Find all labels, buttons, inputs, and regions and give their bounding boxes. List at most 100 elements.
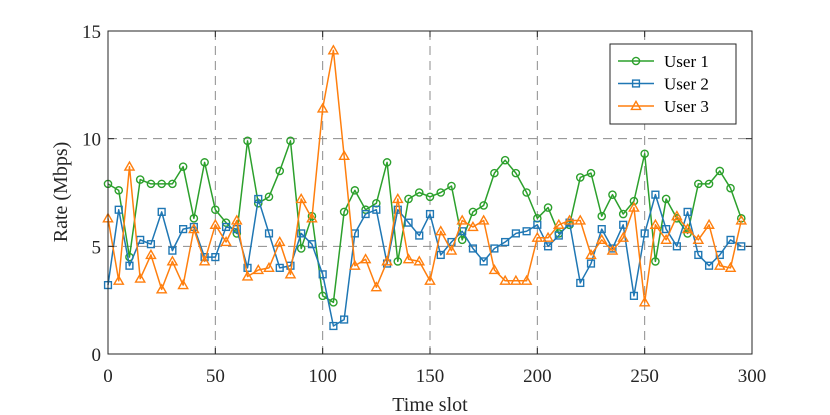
data-point-square [211, 252, 220, 262]
data-point-square [619, 220, 628, 229]
data-point-square [490, 244, 499, 253]
data-point-square [576, 278, 585, 288]
data-point-square [221, 222, 231, 232]
data-point-square [522, 227, 531, 236]
data-point-square [672, 242, 681, 251]
data-point-circle [414, 188, 424, 197]
data-point-square [597, 225, 606, 234]
data-point-triangle [552, 218, 565, 229]
data-point-triangle [671, 210, 683, 221]
x-tick-label: 150 [416, 366, 445, 387]
data-point-triangle [155, 283, 168, 294]
data-point-triangle [510, 274, 522, 285]
data-point-square [415, 231, 424, 240]
data-point-circle [640, 149, 649, 159]
data-point-circle [629, 196, 639, 206]
data-point-triangle [381, 255, 393, 266]
legend-label: User 1 [664, 52, 709, 71]
data-point-circle [146, 179, 156, 189]
data-point-circle [651, 257, 660, 266]
legend-item: User 1 [618, 52, 709, 71]
data-point-circle [608, 190, 617, 199]
data-point-square [425, 209, 435, 219]
data-point-triangle [434, 225, 447, 236]
data-point-square [307, 240, 317, 249]
data-point-circle [189, 214, 199, 223]
data-point-circle [200, 158, 209, 167]
data-point-square [586, 259, 596, 268]
y-tick-label: 5 [92, 237, 102, 258]
data-point-triangle [681, 223, 694, 234]
data-point-circle [726, 183, 735, 193]
data-point-circle [243, 136, 252, 146]
data-point-triangle [542, 231, 554, 242]
y-tick-label: 10 [82, 130, 101, 151]
data-point-triangle [649, 218, 662, 229]
data-point-square [232, 225, 241, 234]
data-point-circle [704, 179, 714, 189]
data-point-square [318, 270, 327, 279]
data-point-triangle [628, 201, 640, 212]
series-line [107, 193, 742, 327]
data-point-triangle [145, 248, 157, 260]
data-point-circle [318, 291, 327, 301]
data-point-circle [543, 203, 553, 212]
data-point-circle [586, 168, 596, 178]
legend-marker [630, 99, 642, 111]
data-point-circle [436, 188, 446, 197]
data-point-square [329, 321, 338, 331]
data-point-triangle [263, 261, 275, 273]
data-point-square [264, 229, 274, 238]
data-point-square [543, 242, 553, 251]
x-tick-label: 200 [523, 366, 552, 387]
data-point-triangle [724, 261, 737, 273]
x-tick-label: 250 [630, 366, 659, 387]
data-point-square [393, 205, 402, 214]
data-point-circle [661, 194, 671, 204]
y-axis-title: Rate (Mbps) [50, 142, 72, 243]
legend-marker [631, 79, 641, 88]
data-point-circle [468, 207, 478, 217]
data-point-circle [157, 179, 166, 189]
data-point-triangle [338, 149, 350, 161]
x-tick-label: 100 [308, 366, 337, 387]
data-point-triangle [638, 296, 651, 307]
data-point-square [640, 229, 649, 238]
x-tick-label: 300 [738, 366, 767, 387]
data-point-triangle [230, 214, 243, 225]
data-point-square [436, 250, 445, 260]
legend-label: User 3 [664, 97, 709, 116]
data-point-triangle [188, 223, 200, 234]
data-point-triangle [424, 274, 436, 285]
data-point-triangle [520, 274, 533, 285]
data-point-triangle [252, 264, 265, 275]
data-point-triangle [660, 233, 672, 245]
data-point-triangle [220, 236, 232, 247]
data-point-square [683, 207, 692, 216]
data-point-triangle [488, 264, 501, 275]
data-point-triangle [563, 214, 576, 225]
data-point-circle [382, 158, 392, 167]
data-point-square [651, 190, 660, 199]
data-point-circle [500, 155, 510, 165]
x-axis-title: Time slot [392, 394, 468, 415]
data-point-square [629, 291, 639, 300]
data-point-triangle [413, 255, 426, 266]
data-point-circle [597, 211, 607, 221]
data-point-circle [393, 257, 403, 266]
data-point-triangle [209, 218, 222, 229]
data-point-square [146, 240, 156, 249]
data-point-triangle [359, 253, 372, 264]
y-tick-label: 15 [82, 22, 101, 43]
data-point-square [662, 225, 671, 234]
data-point-circle [296, 244, 306, 253]
data-point-circle [457, 235, 467, 245]
data-point-square [114, 205, 123, 214]
data-point-triangle [134, 272, 147, 283]
data-point-square [726, 235, 735, 244]
data-point-triangle [166, 255, 179, 266]
data-point-circle [404, 194, 413, 204]
data-point-circle [425, 192, 435, 202]
data-point-circle [511, 168, 521, 178]
